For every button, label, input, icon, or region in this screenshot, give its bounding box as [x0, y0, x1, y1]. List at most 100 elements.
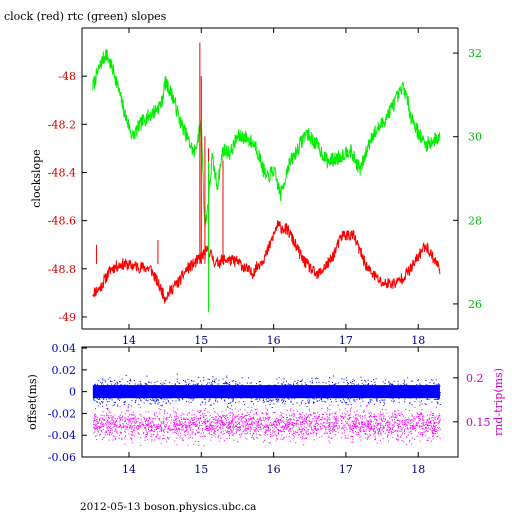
scatter-point — [359, 428, 361, 430]
scatter-point — [210, 391, 212, 393]
scatter-point — [397, 435, 398, 436]
scatter-point — [180, 395, 182, 397]
scatter-point — [145, 397, 147, 399]
scatter-point — [137, 397, 139, 399]
scatter-point — [374, 393, 376, 395]
scatter-point — [194, 384, 196, 385]
scatter-point — [231, 388, 233, 390]
scatter-point — [234, 391, 236, 393]
scatter-point — [140, 407, 141, 409]
scatter-point — [145, 390, 147, 392]
scatter-point — [143, 402, 145, 404]
scatter-point — [291, 415, 293, 417]
scatter-point — [354, 392, 356, 394]
scatter-point — [335, 425, 337, 427]
scatter-point — [346, 422, 347, 424]
scatter-point — [233, 423, 235, 425]
scatter-point — [370, 420, 372, 422]
scatter-point — [303, 426, 305, 428]
scatter-point — [369, 415, 371, 417]
scatter-point — [329, 387, 331, 389]
scatter-point — [103, 396, 104, 398]
scatter-point — [283, 399, 285, 401]
scatter-point — [154, 397, 156, 399]
scatter-point — [341, 423, 342, 424]
scatter-point — [309, 420, 311, 422]
scatter-point — [252, 417, 254, 419]
scatter-point — [194, 422, 196, 424]
scatter-point — [402, 414, 404, 415]
scatter-point — [417, 395, 419, 397]
scatter-point — [179, 385, 181, 387]
scatter-point — [204, 421, 206, 423]
scatter-point — [110, 424, 112, 425]
bottom-left-tick-label: -0.04 — [48, 429, 76, 442]
scatter-point — [358, 389, 360, 391]
scatter-point — [374, 426, 375, 428]
scatter-point — [311, 382, 313, 384]
scatter-point — [424, 422, 426, 424]
scatter-point — [301, 379, 303, 381]
scatter-point — [177, 392, 179, 394]
scatter-point — [287, 383, 289, 385]
scatter-point — [198, 412, 200, 414]
scatter-point — [116, 386, 118, 388]
scatter-point — [195, 397, 197, 399]
scatter-point — [281, 427, 283, 429]
scatter-point — [199, 391, 201, 393]
scatter-point — [410, 426, 412, 428]
scatter-point — [185, 430, 187, 431]
scatter-point — [369, 428, 371, 430]
scatter-point — [173, 421, 175, 423]
scatter-point — [329, 386, 331, 388]
scatter-point — [181, 437, 183, 439]
scatter-point — [228, 422, 230, 424]
scatter-point — [127, 424, 129, 426]
scatter-point — [175, 413, 177, 415]
scatter-point — [325, 382, 327, 384]
scatter-point — [259, 399, 261, 401]
scatter-point — [226, 389, 228, 391]
scatter-point — [360, 393, 362, 394]
scatter-point — [373, 392, 375, 394]
scatter-point — [176, 427, 178, 429]
scatter-point — [289, 421, 291, 423]
scatter-point — [391, 393, 393, 395]
scatter-point — [114, 389, 116, 391]
scatter-point — [187, 424, 189, 426]
scatter-point — [316, 434, 317, 436]
scatter-point — [150, 422, 152, 423]
scatter-point — [274, 433, 276, 435]
scatter-point — [385, 393, 387, 395]
scatter-point — [145, 392, 147, 394]
scatter-point — [106, 413, 108, 415]
scatter-point — [396, 420, 398, 422]
scatter-point — [253, 403, 254, 405]
scatter-point — [221, 421, 223, 423]
scatter-point — [146, 424, 148, 426]
scatter-point — [164, 395, 166, 397]
scatter-point — [317, 428, 319, 430]
scatter-point — [112, 439, 114, 441]
scatter-point — [153, 391, 155, 393]
scatter-point — [322, 395, 324, 397]
scatter-point — [316, 400, 318, 402]
scatter-point — [133, 418, 135, 420]
scatter-point — [236, 391, 238, 393]
scatter-point — [351, 407, 353, 409]
scatter-point — [390, 397, 392, 399]
scatter-point — [176, 417, 178, 419]
scatter-point — [211, 390, 212, 392]
scatter-point — [356, 384, 358, 386]
scatter-point — [239, 423, 241, 425]
scatter-point — [379, 413, 381, 415]
scatter-point — [401, 389, 403, 391]
scatter-point — [344, 437, 346, 439]
top-right-tick-label: 30 — [468, 131, 482, 144]
scatter-point — [402, 431, 404, 433]
scatter-point — [118, 437, 120, 439]
scatter-point — [247, 427, 249, 429]
scatter-point — [436, 415, 438, 417]
scatter-point — [308, 394, 310, 396]
scatter-point — [143, 397, 145, 399]
